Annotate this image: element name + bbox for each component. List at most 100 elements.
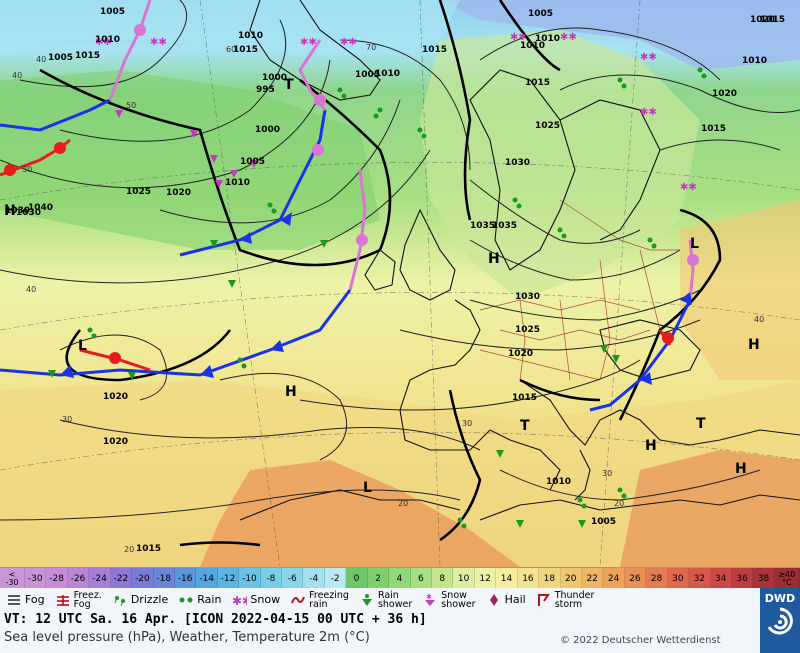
pressure-centre-value: 1030 bbox=[16, 208, 41, 218]
green-area-atlantic bbox=[0, 70, 380, 250]
svg-text:✱✱: ✱✱ bbox=[680, 182, 697, 193]
svg-text:✱✱: ✱✱ bbox=[150, 37, 167, 48]
shower-symbols bbox=[48, 240, 620, 528]
pressure-centre-H: H bbox=[748, 337, 760, 353]
isobar-label: 1020 bbox=[712, 89, 737, 99]
scale-step-25: 20 bbox=[560, 568, 582, 589]
scale-step-29: 28 bbox=[646, 568, 668, 589]
warm-area-south bbox=[0, 380, 800, 567]
isobar-label: 1005 bbox=[528, 9, 553, 19]
legend-snow-label: Snow bbox=[250, 593, 281, 606]
svg-text:✱✱: ✱✱ bbox=[300, 37, 317, 48]
legend-rain-shower-label: Rain shower bbox=[377, 589, 413, 610]
isobar-labels: 1005101010151005101010151000100510101025… bbox=[5, 7, 785, 554]
isobar-label: 1010 bbox=[375, 69, 400, 79]
legend-rain-label: Rain bbox=[197, 593, 222, 606]
isobar-label: 1015 bbox=[233, 45, 258, 55]
isobar-label: 1030 bbox=[515, 292, 540, 302]
scale-step-23: 16 bbox=[517, 568, 540, 589]
isobar-label: 1015 bbox=[136, 544, 161, 554]
temperature-label: 30 bbox=[602, 469, 612, 478]
isobar-label: 1020 bbox=[166, 188, 191, 198]
temperature-label: 20 bbox=[398, 499, 408, 508]
legend-freezing-rain-label: Freezing rain bbox=[309, 589, 349, 610]
cold-front-atlantic bbox=[0, 98, 111, 132]
temperature-label: 30 bbox=[22, 165, 32, 174]
scale-step-17: 4 bbox=[389, 568, 411, 589]
svg-text:✱✱: ✱✱ bbox=[95, 37, 112, 48]
map-footer: VT: 12 UTC Sa. 16 Apr. [ICON 2022-04-15 … bbox=[0, 612, 760, 653]
temperature-label: 40 bbox=[36, 55, 46, 64]
isobar-label: 1000 bbox=[255, 125, 280, 135]
rain-shower-icon bbox=[361, 594, 372, 606]
temperature-label: 40 bbox=[754, 315, 764, 324]
scale-step-7: -16 bbox=[174, 568, 197, 589]
pressure-centre-H: H bbox=[735, 461, 747, 477]
temperature-label: 50 bbox=[126, 101, 136, 110]
snow-shower-symbols bbox=[115, 110, 258, 188]
scale-step-31: 32 bbox=[689, 568, 711, 589]
hail-icon bbox=[489, 594, 498, 606]
legend-rain: Rain bbox=[178, 593, 221, 607]
scale-step-0: -30 bbox=[25, 568, 47, 589]
scale-step-10: -10 bbox=[239, 568, 261, 589]
hot-area-africa bbox=[200, 460, 520, 567]
legend-snow-shower: ✱ Snow shower bbox=[422, 589, 476, 610]
pressure-centre-T: T bbox=[284, 77, 294, 93]
isobar-label: 1020 bbox=[103, 392, 128, 402]
warm-area-east bbox=[680, 200, 800, 380]
legend-thunderstorm-label: Thunder storm bbox=[554, 589, 595, 610]
dwd-logo[interactable]: DWD bbox=[760, 588, 800, 653]
valid-time: VT: 12 UTC Sa. 16 Apr. [ICON 2022-04-15 … bbox=[4, 612, 427, 627]
green-area-scandinavia bbox=[420, 30, 700, 300]
snow-icon: ✱✱ bbox=[232, 594, 247, 607]
coastlines bbox=[239, 0, 800, 521]
scale-step-5: -20 bbox=[132, 568, 154, 589]
svg-text:✱✱: ✱✱ bbox=[640, 107, 657, 118]
fog-icon bbox=[8, 595, 20, 605]
legend-freezing-fog: Freez. Fog bbox=[55, 589, 102, 610]
isobar-label: 1010 bbox=[742, 56, 767, 66]
pressure-centre-L: L bbox=[78, 338, 87, 354]
pressure-centre-T: T bbox=[696, 416, 706, 432]
thunderstorm-icon bbox=[537, 594, 550, 606]
pressure-centre-H: H bbox=[645, 438, 657, 454]
isobar-label: 1005 bbox=[240, 157, 265, 167]
temperature-label: 40 bbox=[26, 285, 36, 294]
cold-front-central bbox=[179, 109, 327, 257]
scale-step-1: -28 bbox=[46, 568, 68, 589]
pressure-centre-L: L bbox=[363, 480, 372, 496]
isobar-label: 1020 bbox=[508, 349, 533, 359]
pressure-centre-T: T bbox=[520, 418, 530, 434]
isobar-label: 1015 bbox=[525, 78, 550, 88]
pressure-centre-H: H bbox=[4, 203, 16, 219]
legend-snow-shower-label: Snow shower bbox=[441, 589, 476, 610]
scale-step-12: -6 bbox=[282, 568, 304, 589]
legend-freezing-fog-label: Freez. Fog bbox=[73, 589, 102, 610]
freezing-fog-icon bbox=[56, 595, 69, 606]
isobar-label: 1005 bbox=[591, 517, 616, 527]
legend-freezing-rain: Freezing rain bbox=[290, 589, 349, 610]
scale-step-22: 14 bbox=[496, 568, 518, 589]
scale-step-32: 34 bbox=[710, 568, 732, 589]
temperature-label: 30 bbox=[462, 419, 472, 428]
scale-step-16: 2 bbox=[367, 568, 390, 589]
scale-step-24: 18 bbox=[539, 568, 561, 589]
scale-step-20: 10 bbox=[453, 568, 475, 589]
isobar-label: 1020 bbox=[750, 15, 775, 25]
freezing-rain-icon bbox=[291, 596, 306, 604]
scale-step-19: 8 bbox=[432, 568, 454, 589]
isobar-label: 1015 bbox=[422, 45, 447, 55]
hot-area-mideast bbox=[620, 450, 800, 567]
isobar-label: 1020 bbox=[103, 437, 128, 447]
isobar-label: 1000 bbox=[262, 73, 287, 83]
isobar-label: 1025 bbox=[515, 325, 540, 335]
svg-text:✱✱: ✱✱ bbox=[560, 32, 577, 43]
scale-step-13: -4 bbox=[303, 568, 325, 589]
occlusion-east bbox=[688, 239, 695, 301]
isobar-label: 1030 bbox=[505, 158, 530, 168]
scale-step-21: 12 bbox=[474, 568, 497, 589]
weather-map[interactable]: ✱✱ ✱✱ ✱✱ ✱✱ ✱✱✱✱ ✱✱✱✱ ✱✱ 10051010101510051… bbox=[0, 0, 800, 567]
